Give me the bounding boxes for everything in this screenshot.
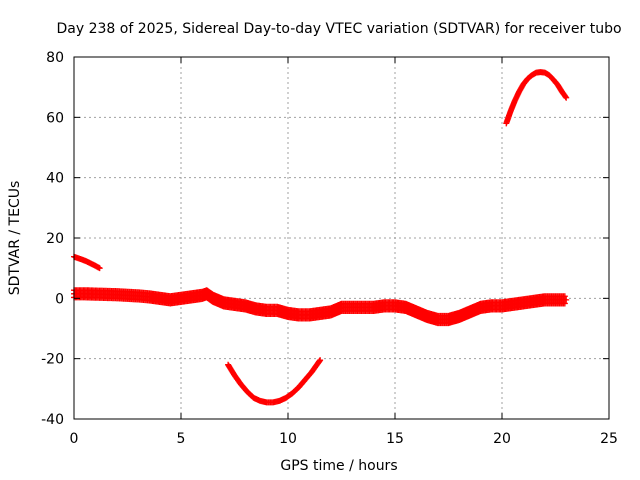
x-tick-label: 25 [600,431,618,447]
series-1 [71,253,103,272]
x-tick-label: 15 [386,431,404,447]
series-2 [225,357,324,406]
y-tick-label: 0 [55,291,64,307]
y-tick-label: -40 [41,412,64,428]
data-point [563,296,570,303]
x-tick-label: 0 [70,431,79,447]
y-tick-label: -20 [41,352,64,368]
y-tick-label: 20 [46,231,64,247]
x-tick-label: 10 [279,431,297,447]
x-axis-label: GPS time / hours [280,458,397,474]
data-points [71,69,570,406]
y-tick-label: 60 [46,110,64,126]
x-tick-label: 5 [177,431,186,447]
axis-ticks: 0 5 10 15 20 25 -40 -20 0 20 40 60 80 [41,50,618,447]
y-axis-label: SDTVAR / TECUs [7,181,23,296]
data-point [317,357,324,364]
series-0 [71,287,570,327]
y-tick-label: 80 [46,50,64,66]
data-point [563,94,570,101]
grid-lines [74,57,609,419]
y-tick-label: 40 [46,171,64,187]
series-3 [503,69,570,127]
x-tick-label: 20 [493,431,511,447]
chart-title: Day 238 of 2025, Sidereal Day-to-day VTE… [56,21,621,37]
data-point [96,265,103,272]
data-point [561,293,568,300]
